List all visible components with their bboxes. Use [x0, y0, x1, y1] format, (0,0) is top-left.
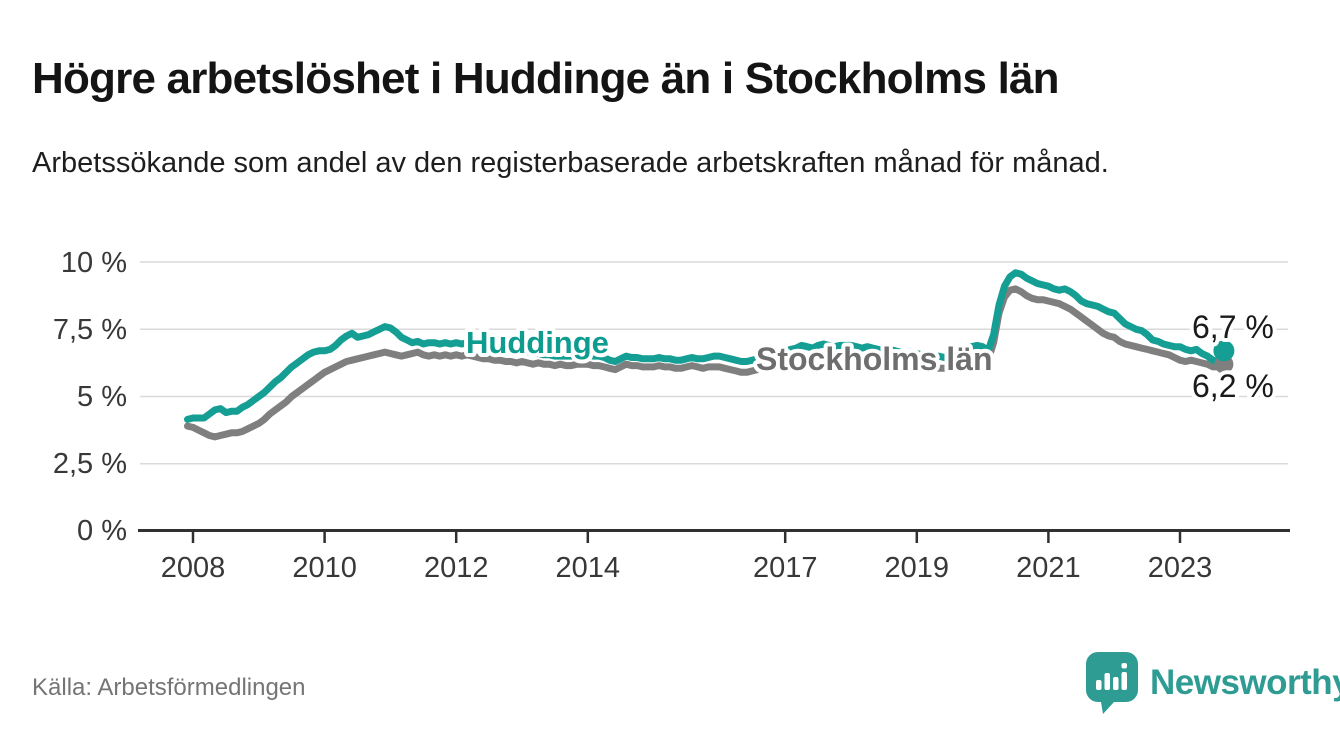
x-label-2010: 2010	[292, 552, 357, 584]
y-label-0: 0 %	[77, 515, 127, 547]
huddinge-end-value-label: 6,7 %	[1192, 309, 1274, 345]
x-label-2008: 2008	[161, 552, 226, 584]
chart-title: Högre arbetslöshet i Huddinge än i Stock…	[32, 54, 1060, 104]
newsworthy-logo-icon	[1086, 652, 1138, 714]
source-note: Källa: Arbetsförmedlingen	[32, 674, 306, 701]
huddinge-series-label: Huddinge	[466, 325, 609, 360]
y-label-7-5: 7,5 %	[53, 314, 127, 346]
stockholm-end-value-label: 6,2 %	[1192, 368, 1274, 404]
x-label-2023: 2023	[1148, 552, 1213, 584]
x-label-2021: 2021	[1016, 552, 1081, 584]
y-label-10: 10 %	[61, 247, 127, 279]
newsworthy-logo: Newsworthy	[1086, 652, 1340, 714]
x-label-2014: 2014	[556, 552, 621, 584]
y-label-5: 5 %	[77, 381, 127, 413]
stockholm-series-label: Stockholms län	[756, 341, 993, 377]
x-label-2019: 2019	[885, 552, 950, 584]
x-label-2012: 2012	[424, 552, 489, 584]
x-label-2017: 2017	[753, 552, 818, 584]
y-label-2-5: 2,5 %	[53, 448, 127, 480]
stockholm-series-line	[184, 285, 1228, 441]
huddinge-end-dot	[1213, 340, 1235, 362]
chart-subtitle: Arbetssökande som andel av den registerb…	[32, 147, 1109, 179]
newsworthy-logo-text: Newsworthy	[1150, 663, 1340, 702]
huddinge-series-line	[184, 269, 1228, 423]
